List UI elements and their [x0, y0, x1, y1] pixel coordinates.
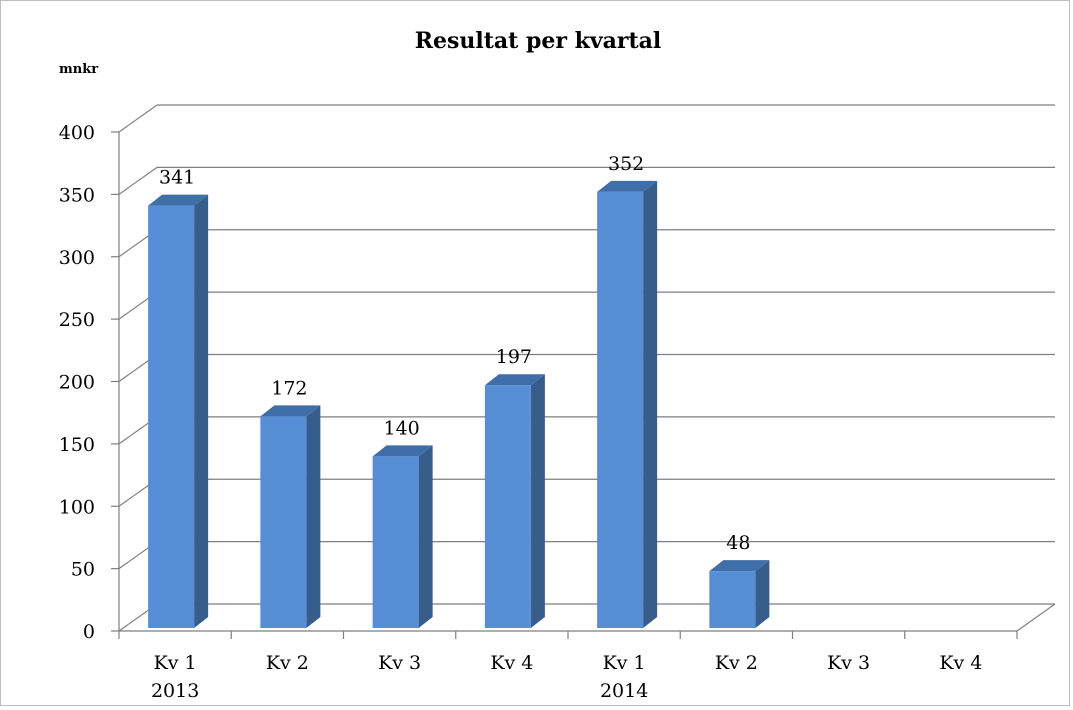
y-axis-ticks: 0 50 100 150 200 250 300 350 400 [59, 122, 119, 643]
bar-top [709, 560, 770, 572]
x-tick-year-label: 2013 [151, 680, 199, 702]
x-tick-label: Kv 2 [715, 652, 758, 674]
floor-edge [1016, 603, 1056, 632]
bar [148, 194, 209, 629]
bar-top [484, 374, 545, 386]
data-label: 172 [271, 377, 307, 399]
bar [709, 560, 770, 628]
bar-front [484, 385, 531, 628]
bar [372, 445, 433, 628]
bar-side [306, 405, 321, 628]
x-tick-label: Kv 1 [603, 652, 646, 674]
y-tick-label: 200 [59, 372, 95, 394]
x-tick-label: Kv 3 [827, 652, 870, 674]
x-tick-year-label: 2014 [600, 680, 648, 702]
gridline-side [118, 104, 158, 133]
bar-front [148, 205, 195, 629]
x-tick-label: Kv 4 [939, 652, 982, 674]
bar-side [755, 560, 770, 628]
bars: 341 172 140 197 352 48 [148, 153, 770, 629]
data-label: 48 [726, 532, 750, 554]
bar-front [597, 191, 644, 628]
chart-title: Resultat per kvartal [415, 28, 662, 54]
bar-top [148, 194, 209, 206]
data-label: 352 [608, 153, 644, 175]
y-tick-label: 250 [59, 309, 95, 331]
y-tick-label: 100 [59, 496, 95, 518]
bar-front [260, 416, 307, 628]
bar-top [372, 445, 433, 457]
y-tick-label: 400 [59, 122, 95, 144]
x-tick-label: Kv 3 [378, 652, 421, 674]
y-tick-label: 350 [59, 184, 95, 206]
bar-side [418, 445, 433, 628]
bar [260, 405, 321, 628]
bar [484, 374, 545, 628]
bar-side [194, 194, 209, 629]
y-tick-label: 150 [59, 434, 95, 456]
x-tick-label: Kv 2 [266, 652, 309, 674]
x-tick-label: Kv 4 [490, 652, 533, 674]
bar-front [372, 456, 419, 628]
unit-label: mnkr [59, 62, 98, 77]
bar-top [260, 405, 321, 417]
bar-side [643, 180, 658, 628]
gridlines [118, 104, 1056, 632]
y-tick-label: 0 [83, 621, 95, 643]
data-label: 197 [496, 346, 532, 368]
data-label: 140 [383, 417, 419, 439]
y-tick-label: 300 [59, 247, 95, 269]
data-label: 341 [159, 167, 195, 189]
x-tick-label: Kv 1 [154, 652, 197, 674]
bar [597, 180, 658, 628]
x-axis-categories: Kv 1 2013 Kv 2 Kv 3 Kv 4 Kv 1 2014 Kv 2 Kv 3 Kv 4 [118, 631, 1018, 702]
y-tick-label: 50 [71, 559, 95, 581]
bar-front [709, 571, 756, 628]
bar-top [597, 180, 658, 192]
gridline-side [118, 166, 158, 195]
bar-side [530, 374, 545, 628]
